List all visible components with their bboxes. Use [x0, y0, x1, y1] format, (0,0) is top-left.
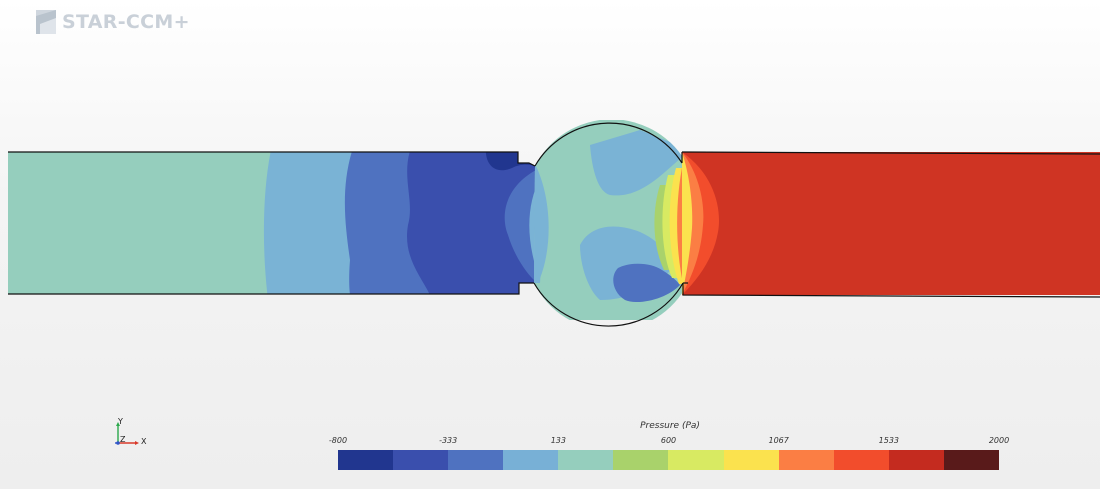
legend-swatch [888, 450, 944, 470]
legend-colorbar [338, 450, 999, 470]
triad-y-label: Y [118, 417, 123, 426]
inlet-pipe-contours [8, 152, 541, 294]
legend-tick-label: 1533 [878, 436, 900, 445]
legend-swatch [613, 450, 669, 470]
star-ccm-logo: STAR-CCM+ [36, 10, 190, 34]
legend-ticks: -800 -333 133 600 1067 1533 2000 [329, 436, 1010, 448]
legend-swatch [943, 450, 999, 470]
legend-tick-label: -800 [328, 436, 348, 445]
axis-triad-icon [115, 422, 139, 445]
logo-text: STAR-CCM+ [62, 11, 190, 33]
legend-tick-label: 600 [660, 436, 677, 445]
pressure-legend[interactable]: Pressure (Pa) -800 -333 133 600 1067 1533 2000 [329, 420, 1030, 470]
legend-swatch [558, 450, 614, 470]
triad-x-label: X [141, 437, 147, 446]
legend-swatch [778, 450, 834, 470]
triad-z-label: Z [120, 435, 126, 444]
outlet-pipe-contours [682, 152, 1100, 295]
legend-tick-label: 2000 [988, 436, 1010, 445]
legend-swatch [723, 450, 779, 470]
legend-tick-label: 1067 [768, 436, 789, 445]
legend-swatch [393, 450, 449, 470]
legend-swatch [338, 450, 394, 470]
legend-tick-label: -333 [439, 436, 458, 445]
legend-swatch [503, 450, 559, 470]
logo-icon [36, 10, 56, 34]
coordinate-triad: Y Z X [110, 415, 150, 451]
legend-tick-label: 133 [550, 436, 566, 445]
geometry-outline [8, 122, 1100, 327]
legend-title: Pressure (Pa) [640, 421, 700, 431]
legend-swatch [668, 450, 724, 470]
legend-swatch [448, 450, 504, 470]
legend-swatch [833, 450, 889, 470]
